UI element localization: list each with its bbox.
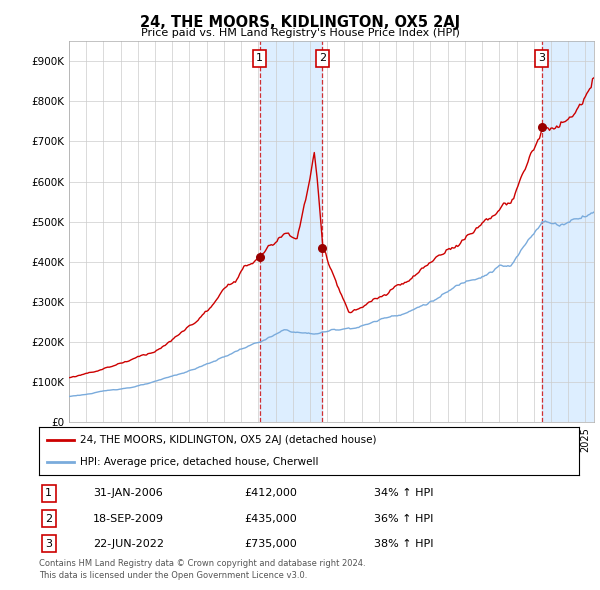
Text: 1: 1 xyxy=(256,54,263,63)
Text: 31-JAN-2006: 31-JAN-2006 xyxy=(93,489,163,498)
Text: 22-JUN-2022: 22-JUN-2022 xyxy=(93,539,164,549)
Text: 34% ↑ HPI: 34% ↑ HPI xyxy=(374,489,433,498)
Text: 3: 3 xyxy=(538,54,545,63)
Text: 2: 2 xyxy=(45,513,52,523)
Text: 36% ↑ HPI: 36% ↑ HPI xyxy=(374,513,433,523)
Text: 2: 2 xyxy=(319,54,326,63)
Text: This data is licensed under the Open Government Licence v3.0.: This data is licensed under the Open Gov… xyxy=(39,571,307,579)
Text: 24, THE MOORS, KIDLINGTON, OX5 2AJ: 24, THE MOORS, KIDLINGTON, OX5 2AJ xyxy=(140,15,460,30)
Text: £735,000: £735,000 xyxy=(244,539,297,549)
Text: 3: 3 xyxy=(45,539,52,549)
Bar xyxy=(542,41,594,422)
Text: 38% ↑ HPI: 38% ↑ HPI xyxy=(374,539,433,549)
Text: £412,000: £412,000 xyxy=(244,489,297,498)
Text: Price paid vs. HM Land Registry's House Price Index (HPI): Price paid vs. HM Land Registry's House … xyxy=(140,28,460,38)
Text: 18-SEP-2009: 18-SEP-2009 xyxy=(93,513,164,523)
Bar xyxy=(260,41,322,422)
Text: Contains HM Land Registry data © Crown copyright and database right 2024.: Contains HM Land Registry data © Crown c… xyxy=(39,559,365,568)
Text: £435,000: £435,000 xyxy=(244,513,297,523)
Text: HPI: Average price, detached house, Cherwell: HPI: Average price, detached house, Cher… xyxy=(79,457,318,467)
Text: 1: 1 xyxy=(45,489,52,498)
Text: 24, THE MOORS, KIDLINGTON, OX5 2AJ (detached house): 24, THE MOORS, KIDLINGTON, OX5 2AJ (deta… xyxy=(79,435,376,445)
